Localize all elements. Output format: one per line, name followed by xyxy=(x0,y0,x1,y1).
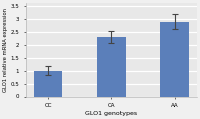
X-axis label: GLO1 genotypes: GLO1 genotypes xyxy=(85,111,137,116)
Bar xyxy=(34,71,62,97)
Y-axis label: GLO1 relative mRNA expression: GLO1 relative mRNA expression xyxy=(3,8,8,92)
Bar xyxy=(97,37,126,97)
Bar xyxy=(160,22,189,97)
